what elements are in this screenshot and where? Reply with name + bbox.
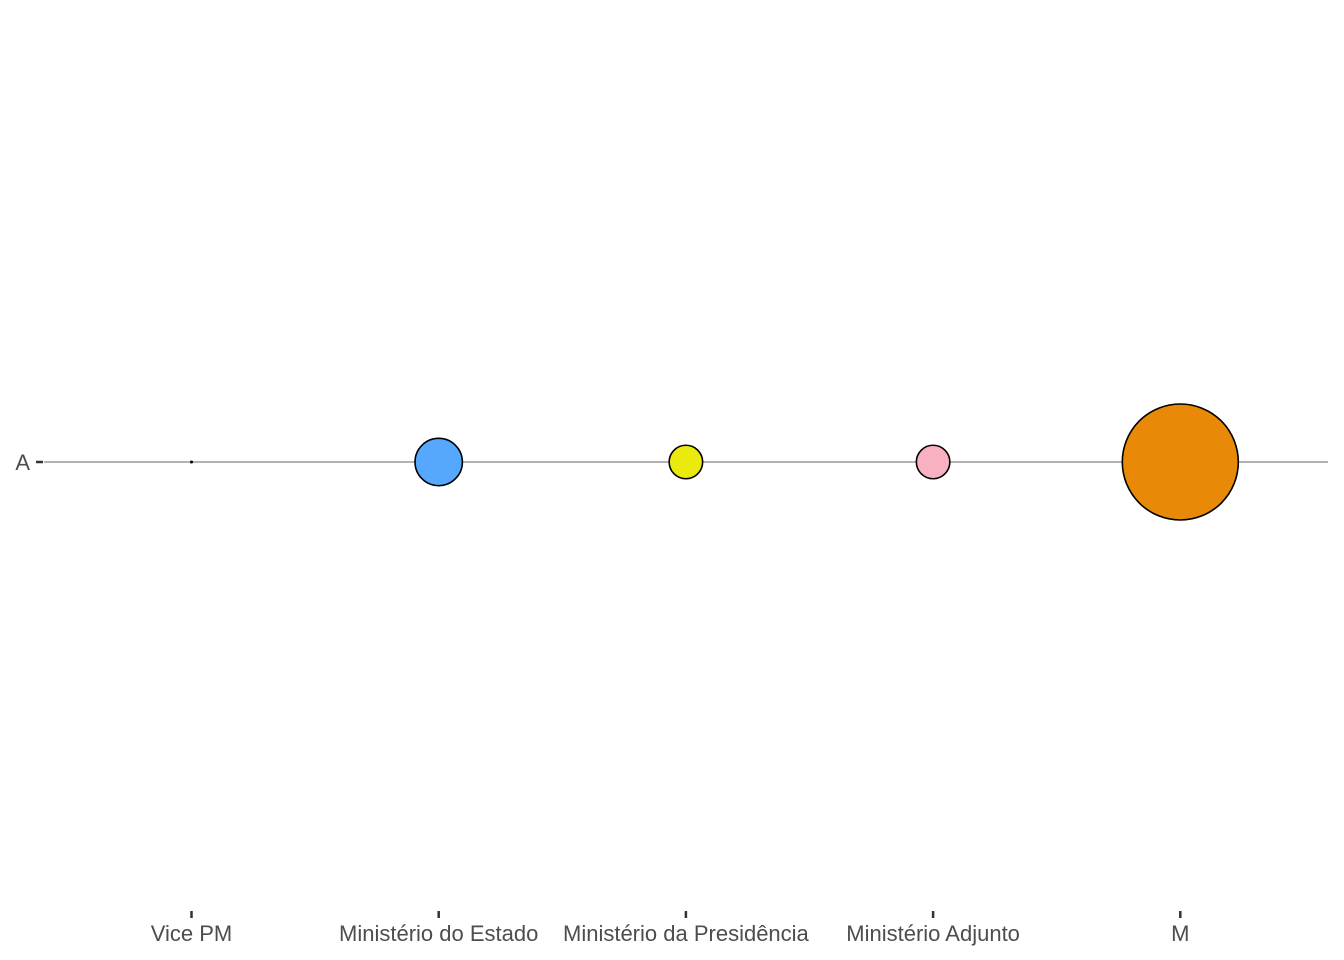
bubble-point-2	[415, 438, 462, 485]
y-tick-label: A	[15, 450, 30, 475]
bubble-point-3	[669, 445, 702, 478]
x-tick-label: Ministério da Presidência	[563, 921, 810, 946]
x-tick-label: Ministério do Estado	[339, 921, 538, 946]
x-tick-label: Ministério Adjunto	[846, 921, 1020, 946]
bubble-point-1	[190, 461, 193, 464]
bubble-point-4	[916, 445, 949, 478]
bubble-point-5	[1122, 404, 1238, 520]
x-tick-label: Vice PM	[151, 921, 233, 946]
x-tick-label: M	[1171, 921, 1189, 946]
